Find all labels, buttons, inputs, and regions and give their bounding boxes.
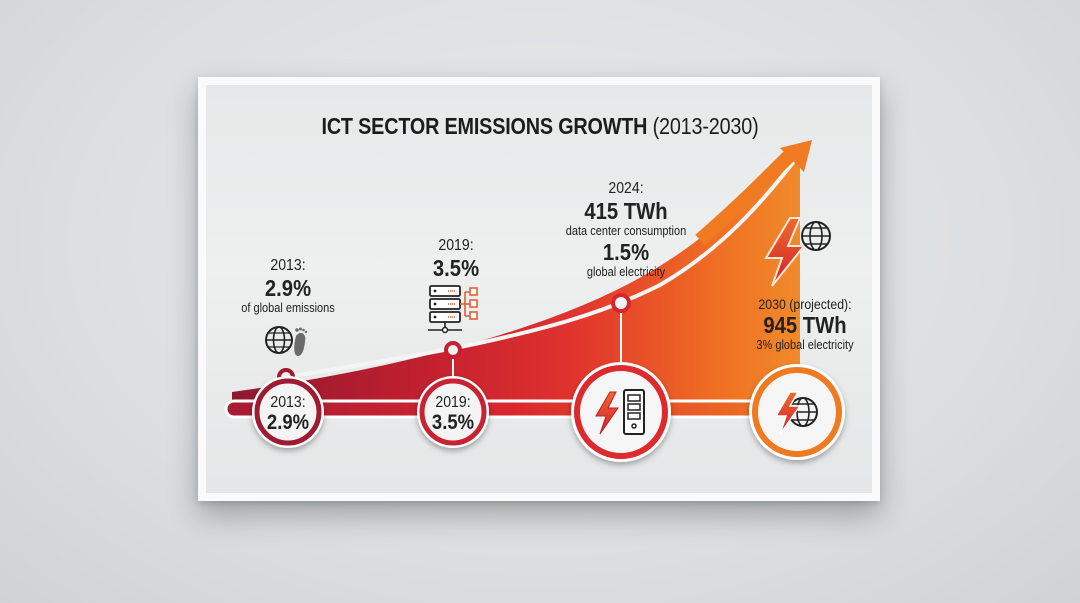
value-2013: 2.9%: [264, 275, 312, 301]
year-2030: 2030 (projected):: [758, 296, 852, 312]
value-2030: 945 TWh: [763, 312, 847, 338]
node-year-2019: 2019:: [435, 394, 471, 411]
year-2024: 2024:: [608, 180, 644, 197]
value-2019: 3.5%: [432, 255, 480, 281]
node-label-2019: 2019: 3.5%: [422, 394, 484, 434]
caption-2030: 3% global electricity: [756, 338, 854, 352]
growth-area: [232, 155, 800, 408]
lightning-globe-upper-icon: [764, 217, 831, 287]
globe-footprint-icon: [265, 326, 308, 356]
chart-title: ICT SECTOR EMISSIONS GROWTH (2013-2030): [76, 113, 1005, 140]
year-2013: 2013:: [270, 257, 306, 274]
node-value-2013: 2.9%: [266, 411, 310, 434]
node-value-2019: 3.5%: [431, 411, 475, 434]
lightning-server-icon: [595, 389, 645, 435]
value-2024: 415 TWh: [584, 198, 668, 224]
year-2019: 2019:: [438, 237, 474, 254]
node-2024: [571, 362, 671, 462]
label-2030: 2030 (projected): 945 TWh 3% global elec…: [739, 296, 871, 353]
lightning-globe-icon: [774, 391, 818, 435]
caption-2013: of global emissions: [241, 301, 335, 315]
value2-2024: 1.5%: [602, 239, 650, 265]
node-label-2013: 2013: 2.9%: [257, 394, 319, 434]
curve-point-2024: [611, 293, 631, 313]
caption2-2024: global electricity: [586, 265, 666, 279]
label-2019: 2019: 3.5%: [403, 237, 509, 281]
title-range: (2013-2030): [652, 113, 759, 139]
server-network-icon: [428, 285, 478, 334]
title-bold: ICT SECTOR EMISSIONS GROWTH: [321, 113, 648, 139]
label-2024: 2024: 415 TWh data center consumption 1.…: [547, 180, 705, 280]
node-2013: [252, 376, 324, 448]
caption-2024: data center consumption: [565, 224, 687, 238]
label-2013: 2013: 2.9% of global emissions: [235, 257, 341, 316]
curve-point-2019: [444, 341, 462, 359]
node-2019: [417, 376, 489, 448]
growth-curve: [285, 158, 797, 379]
node-year-2013: 2013:: [270, 394, 306, 411]
